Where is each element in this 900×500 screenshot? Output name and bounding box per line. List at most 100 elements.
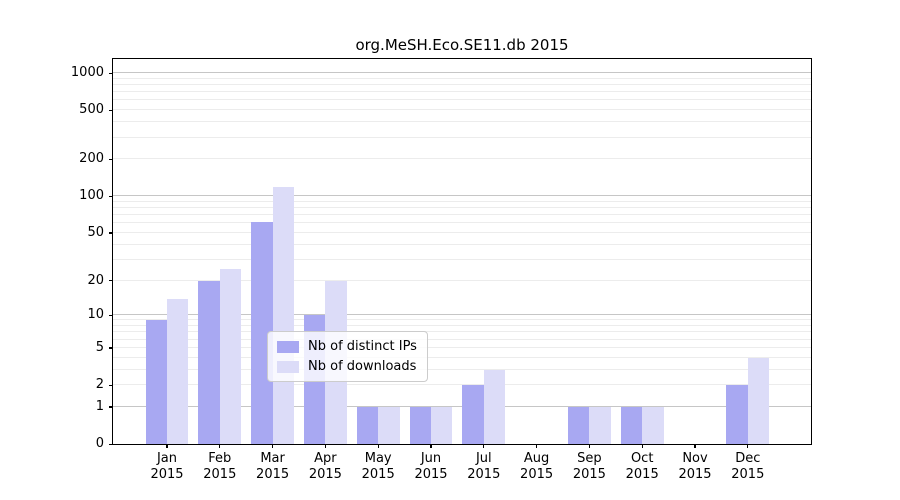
gridline-minor [113,200,811,202]
x-tick-label: Jul 2015 [467,451,501,482]
x-tick-mark [588,444,591,448]
x-tick-label: Aug 2015 [520,451,554,482]
y-tick-mark [109,72,113,74]
bar-distinct-ips-jan-2015 [145,320,167,444]
y-tick-mark [109,280,113,282]
gridline-minor [113,243,811,245]
x-tick-mark [641,444,643,448]
x-tick-label: Sep 2015 [572,451,606,482]
y-tick-mark [109,347,113,349]
y-tick-mark [109,314,113,317]
y-tick-label: 200 [79,151,104,167]
legend-label: Nb of distinct IPs [308,339,417,354]
gridline-minor [113,84,811,86]
legend-swatch-icon [277,360,299,373]
bar-distinct-ips-sep-2015 [568,406,590,444]
x-tick-mark [377,444,379,448]
gridline-minor [113,346,811,348]
x-tick-mark [272,444,274,448]
chart-title: org.MeSH.Eco.SE11.db 2015 [355,36,569,54]
x-tick-label: Feb 2015 [203,451,237,482]
gridline-minor [113,91,811,93]
gridline-minor [113,325,811,327]
bar-distinct-ips-feb-2015 [198,280,220,444]
x-tick-label: Apr 2015 [308,451,342,482]
y-tick-label: 1000 [70,65,104,81]
bar-downloads-jan-2015 [167,298,189,444]
legend-item: Nb of distinct IPs [277,338,417,355]
bar-downloads-mar-2015 [272,186,294,444]
bar-distinct-ips-may-2015 [356,406,379,444]
gridline-major [113,314,811,316]
gridline-major [113,405,811,407]
bar-downloads-may-2015 [378,406,400,444]
y-tick-mark [109,232,113,234]
y-tick-mark [109,158,113,161]
gridline-minor [113,279,811,281]
gridline-major [113,72,811,74]
gridline-minor [113,99,811,101]
gridline-minor [113,77,811,79]
gridline-minor [113,319,811,321]
y-tick-label: 100 [79,188,104,204]
y-tick-label: 50 [87,224,104,240]
gridline-minor [113,258,811,260]
bar-downloads-sep-2015 [589,406,611,444]
gridline-minor [113,356,811,358]
gridline-major [113,195,811,197]
x-tick-label: Nov 2015 [678,451,712,482]
gridline-minor [113,338,811,340]
x-tick-label: May 2015 [361,451,395,482]
y-tick-label: 10 [87,307,104,323]
x-tick-mark [166,444,168,448]
y-tick-label: 1 [95,398,104,414]
legend-swatch-icon [277,340,299,353]
x-tick-mark [483,444,485,448]
y-tick-mark [109,406,113,408]
x-tick-mark [747,444,749,448]
x-tick-mark [694,444,696,448]
gridline-minor [113,158,811,160]
gridline-minor [113,136,811,138]
bar-distinct-ips-dec-2015 [726,385,748,444]
gridline-minor [113,368,811,370]
bar-downloads-dec-2015 [747,357,770,444]
y-tick-label: 2 [95,377,104,393]
gridline-minor [113,207,811,209]
gridline-minor [113,109,811,111]
y-tick-mark [109,195,113,197]
x-tick-mark [219,444,221,448]
y-tick-mark [109,109,113,112]
bar-downloads-jun-2015 [431,406,453,444]
bar-distinct-ips-jul-2015 [462,385,484,444]
bar-distinct-ips-jun-2015 [409,406,431,444]
bar-distinct-ips-mar-2015 [251,221,273,444]
legend-item: Nb of downloads [277,358,417,375]
x-tick-label: Oct 2015 [625,451,659,482]
y-tick-label: 0 [95,436,104,451]
y-tick-label: 500 [79,102,104,118]
x-tick-mark [430,444,432,448]
bar-distinct-ips-oct-2015 [620,406,643,444]
legend-label: Nb of downloads [308,359,417,374]
plot-area [112,58,812,445]
x-tick-mark [536,444,538,448]
y-tick-label: 5 [95,339,104,355]
y-tick-label: 20 [87,272,104,288]
x-tick-label: Jun 2015 [414,451,448,482]
gridline-minor [113,231,811,233]
gridline-minor [113,121,811,123]
legend: Nb of distinct IPs Nb of downloads [267,331,428,382]
gridline-minor [113,222,811,224]
y-tick-mark [109,443,113,445]
bar-downloads-jul-2015 [483,369,506,444]
bar-downloads-feb-2015 [219,269,242,444]
gridline-minor [113,384,811,386]
gridline-minor [113,214,811,216]
x-tick-label: Jan 2015 [150,451,184,482]
bar-downloads-oct-2015 [642,406,664,444]
x-tick-label: Dec 2015 [731,451,765,482]
x-tick-label: Mar 2015 [256,451,290,482]
y-tick-mark [109,384,113,386]
